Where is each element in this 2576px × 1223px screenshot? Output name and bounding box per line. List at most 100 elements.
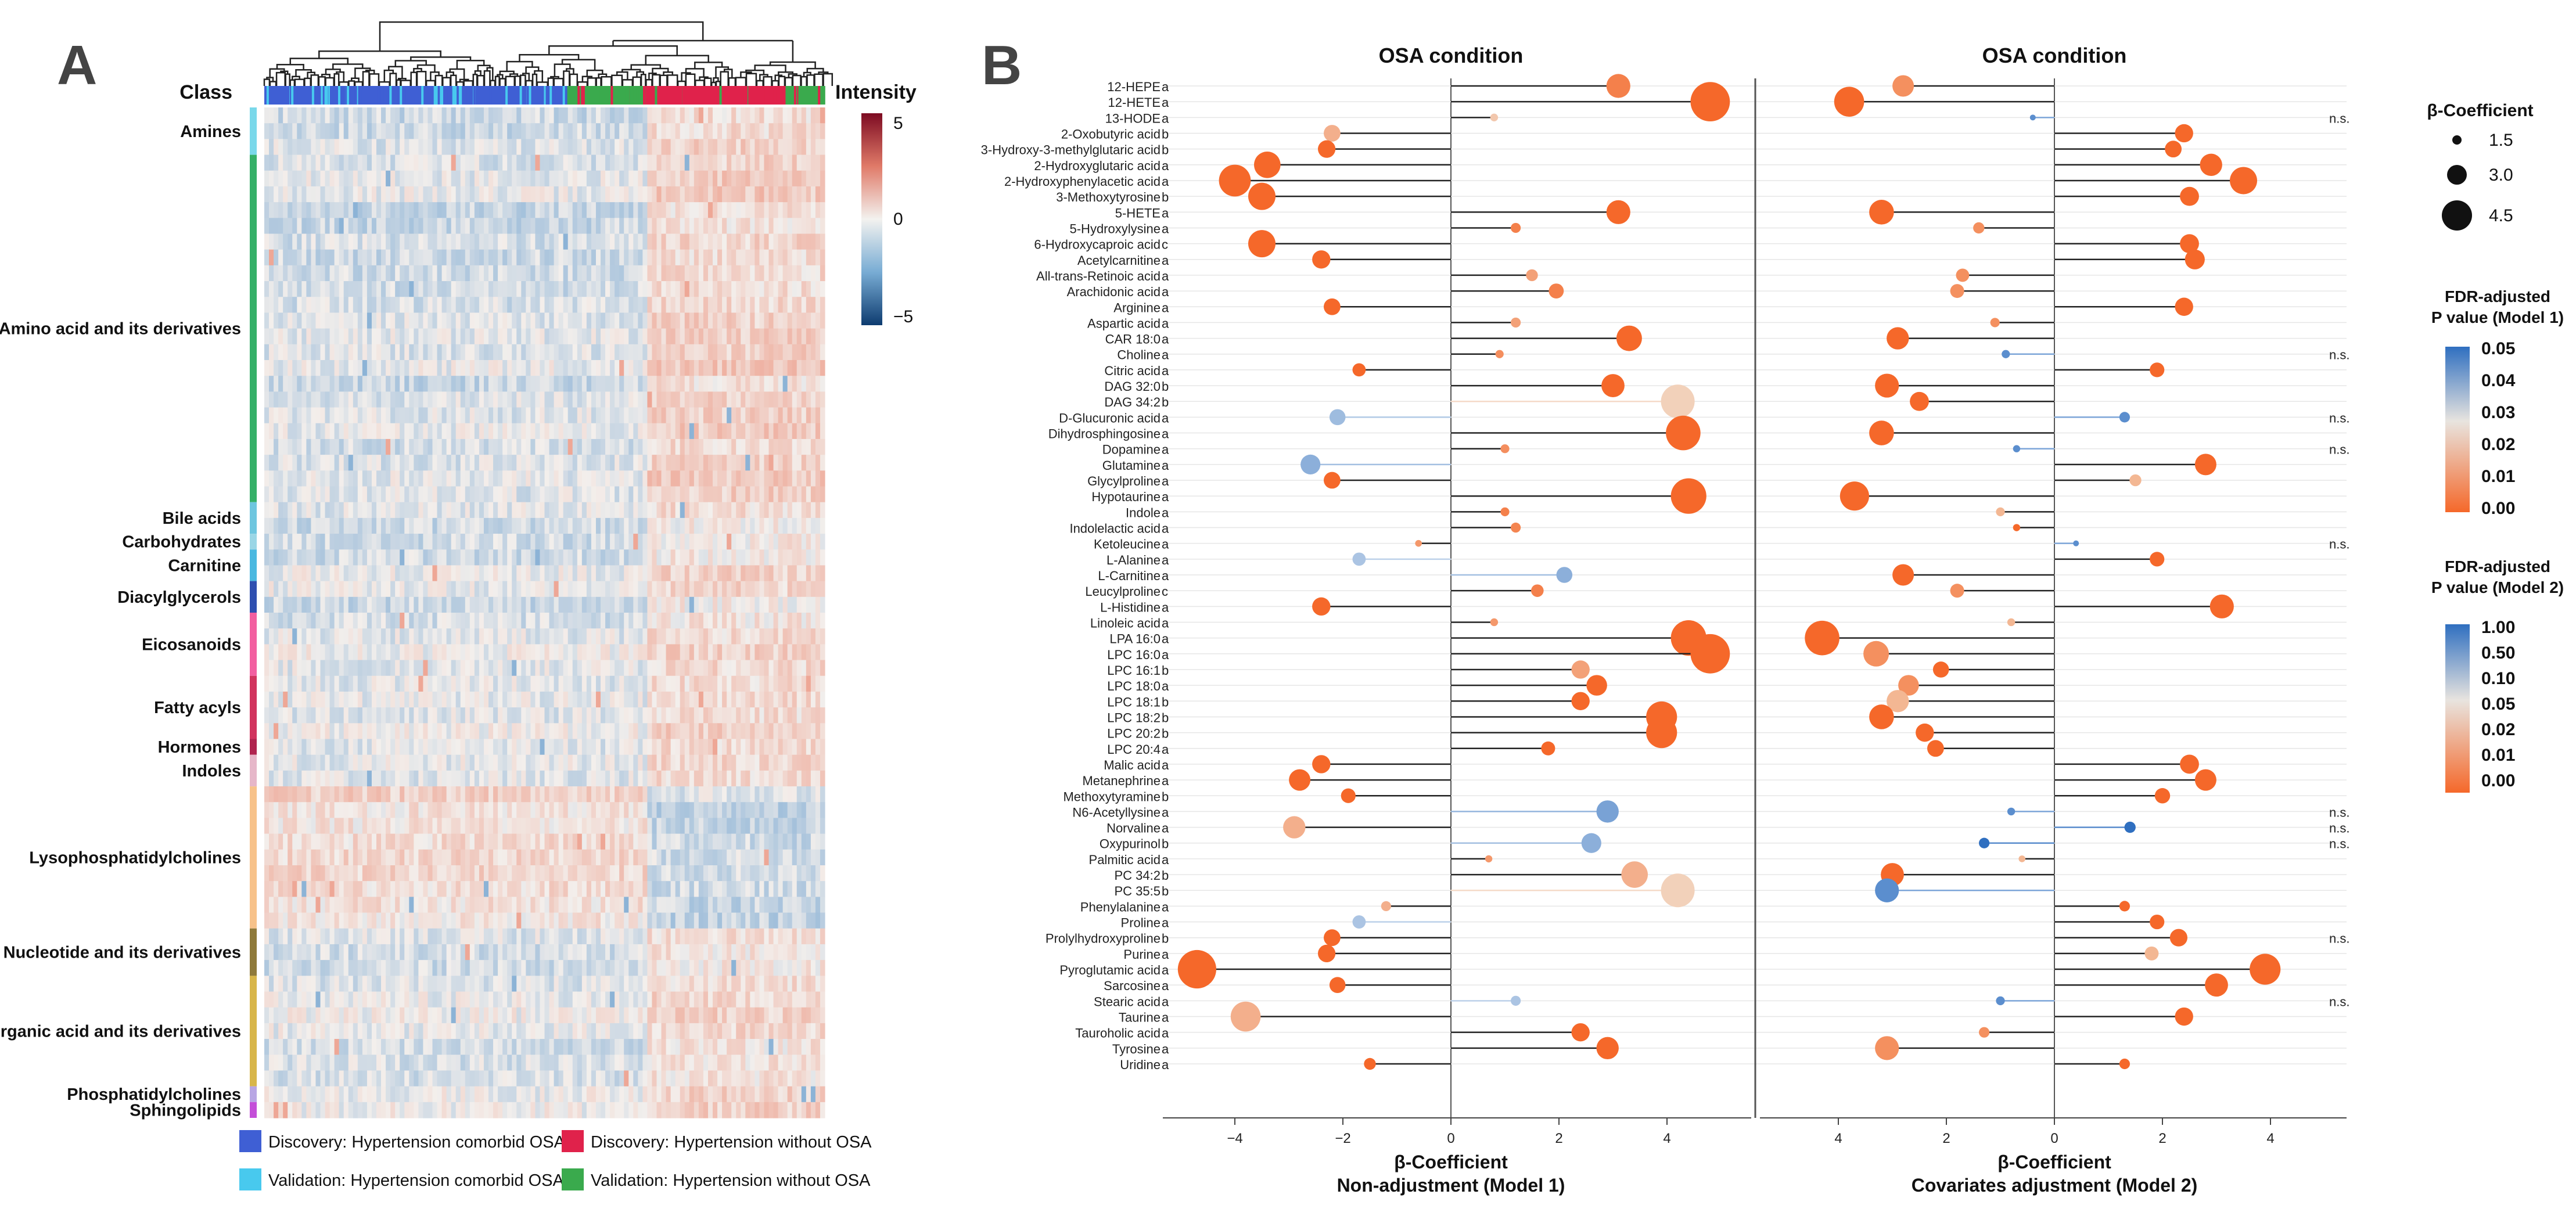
- heatmap-cell: [306, 123, 312, 139]
- heatmap-cell: [670, 107, 676, 124]
- heatmap-cell: [558, 455, 564, 471]
- heatmap-cell: [628, 581, 634, 598]
- heatmap-cell: [488, 376, 494, 392]
- heatmap-cell: [297, 218, 302, 235]
- heatmap-cell: [698, 675, 704, 692]
- heatmap-cell: [516, 613, 522, 629]
- heatmap-cell: [680, 517, 685, 534]
- heatmap-cell: [367, 312, 372, 329]
- heatmap-cell: [498, 139, 503, 156]
- heatmap-cell: [717, 376, 723, 392]
- heatmap-cell: [278, 423, 283, 440]
- heatmap-cell: [801, 360, 807, 376]
- heatmap-cell: [423, 233, 429, 250]
- heatmap-cell: [810, 328, 816, 345]
- heatmap-cell: [595, 233, 601, 250]
- heatmap-cell: [292, 549, 297, 566]
- heatmap-cell: [736, 107, 741, 124]
- heatmap-cell: [521, 391, 526, 408]
- heatmap-cell: [283, 328, 288, 345]
- heatmap-cell: [540, 423, 545, 440]
- heatmap-cell: [483, 218, 489, 235]
- heatmap-cell: [283, 628, 288, 645]
- heatmap-cell: [787, 170, 793, 187]
- heatmap-cell: [722, 265, 727, 282]
- heatmap-cell: [549, 438, 555, 455]
- heatmap-cell: [404, 123, 409, 139]
- heatmap-cell: [512, 360, 517, 376]
- heatmap-cell: [595, 360, 601, 376]
- heatmap-cell: [633, 233, 638, 250]
- dendrogram-branch: [434, 74, 443, 86]
- heatmap-cell: [315, 233, 321, 250]
- heatmap-cell: [764, 249, 770, 266]
- heatmap-cell: [390, 660, 396, 677]
- heatmap-cell: [670, 139, 676, 156]
- heatmap-cell: [698, 139, 704, 156]
- heatmap-cell: [516, 312, 522, 329]
- heatmap-cell: [339, 281, 344, 297]
- heatmap-cell: [306, 233, 312, 250]
- heatmap-cell: [269, 613, 274, 629]
- heatmap-cell: [357, 391, 363, 408]
- heatmap-cell: [283, 660, 288, 677]
- heatmap-cell: [642, 486, 648, 503]
- heatmap-cell: [357, 691, 363, 708]
- heatmap-cell: [638, 438, 643, 455]
- heatmap-cell: [806, 328, 811, 345]
- heatmap-cell: [488, 470, 494, 487]
- heatmap-cell: [264, 360, 270, 376]
- heatmap-cell: [806, 691, 811, 708]
- heatmap-cell: [400, 360, 405, 376]
- heatmap-cell: [628, 107, 634, 124]
- heatmap-cell: [432, 486, 438, 503]
- heatmap-cell: [782, 281, 788, 297]
- heatmap-cell: [764, 265, 770, 282]
- heatmap-cell: [488, 218, 494, 235]
- heatmap-cell: [689, 123, 695, 139]
- heatmap-cell: [680, 297, 685, 314]
- heatmap-cell: [493, 249, 498, 266]
- heatmap-cell: [801, 139, 807, 156]
- heatmap-cell: [348, 691, 354, 708]
- heatmap-cell: [446, 534, 452, 550]
- heatmap-cell: [320, 107, 326, 124]
- heatmap-cell: [652, 660, 658, 677]
- heatmap-cell: [703, 581, 709, 598]
- dendrogram-branch: [531, 73, 538, 86]
- heatmap-cell: [297, 281, 302, 297]
- heatmap-cell: [796, 328, 802, 345]
- heatmap-cell: [400, 297, 405, 314]
- heatmap-cell: [446, 455, 452, 471]
- heatmap-cell: [404, 391, 409, 408]
- heatmap-cell: [544, 281, 550, 297]
- heatmap-cell: [750, 218, 755, 235]
- heatmap-cell: [652, 438, 658, 455]
- heatmap-cell: [329, 186, 335, 203]
- heatmap-cell: [666, 675, 671, 692]
- heatmap-cell: [404, 297, 409, 314]
- heatmap-cell: [395, 549, 400, 566]
- heatmap-cell: [400, 502, 405, 519]
- heatmap-cell: [474, 675, 480, 692]
- heatmap-cell: [274, 502, 279, 519]
- heatmap-cell: [731, 691, 736, 708]
- heatmap-cell: [586, 660, 592, 677]
- heatmap-cell: [698, 660, 704, 677]
- heatmap-cell: [572, 486, 578, 503]
- heatmap-cell: [675, 549, 681, 566]
- heatmap-cell: [418, 628, 424, 645]
- heatmap-cell: [820, 218, 825, 235]
- heatmap-cell: [745, 707, 750, 724]
- heatmap-cell: [334, 328, 340, 345]
- heatmap-cell: [483, 265, 489, 282]
- heatmap-cell: [810, 502, 816, 519]
- heatmap-cell: [535, 628, 541, 645]
- heatmap-cell: [782, 170, 788, 187]
- heatmap-cell: [507, 455, 512, 471]
- heatmap-cell: [469, 455, 475, 471]
- heatmap-cell: [297, 202, 302, 218]
- heatmap-cell: [591, 391, 597, 408]
- dendrogram-branch: [499, 78, 506, 86]
- heatmap-cell: [460, 691, 466, 708]
